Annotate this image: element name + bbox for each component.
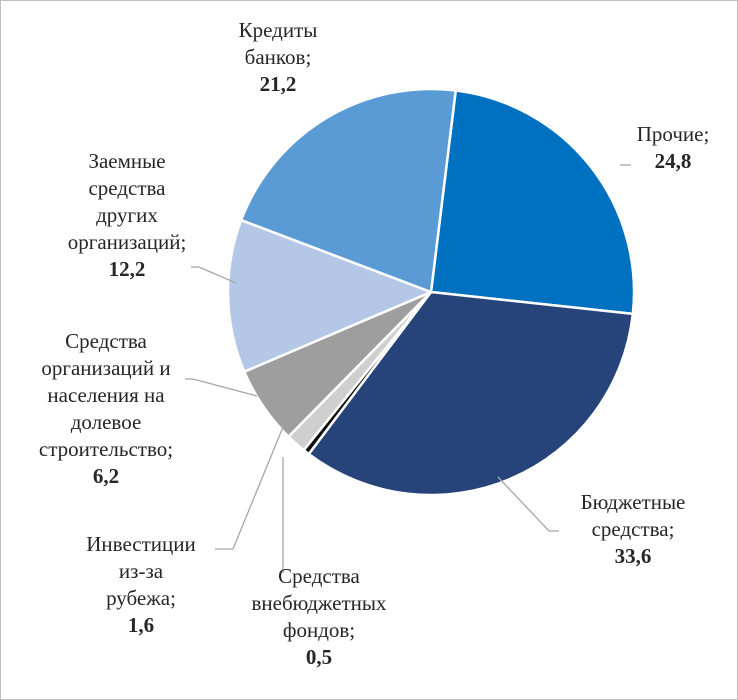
slice-value: 12,2 [109,257,146,281]
slice-value: 21,2 [260,72,297,96]
pie-slice-1 [306,290,635,497]
slice-label-line: Инвестиции [86,532,196,556]
pie-slice-5 [226,218,435,374]
slice-label-line: организаций и [41,356,170,380]
slice-label-line: долевое [71,410,142,434]
slice-label-line: Средства [65,329,147,353]
slice-value: 1,6 [128,613,154,637]
slice-label-0: Прочие; 24,8 [637,122,710,173]
slice-label-line: Средства [278,564,360,588]
leader-line-3 [215,426,284,550]
slice-label-line: строительство; [39,437,173,461]
leader-line-1 [497,476,559,532]
slice-label-6: Кредиты банков; 21,2 [239,18,318,96]
pie-slice-6 [239,87,458,294]
slice-label-line: Заемные [88,149,165,173]
slice-label-line: Прочие; [637,122,710,146]
slice-label-line: Кредиты [239,18,318,42]
leader-line-5 [191,266,237,284]
slice-label-line: банков; [245,45,312,69]
leader-line-4 [185,378,258,397]
pie-slice-0 [429,89,636,316]
slice-label-2: Средства внебюджетных фондов; 0,5 [251,564,387,669]
slice-label-line: фондов; [283,618,355,642]
slice-label-line: Бюджетные [581,490,686,514]
slice-label-5: Заемные средства других организаций; 12,2 [68,149,187,281]
slice-label-1: Бюджетные средства; 33,6 [581,490,686,568]
slice-label-4: Средства организаций и населения на долевое… [39,329,173,488]
slice-label-line: организаций; [68,230,187,254]
slice-value: 6,2 [93,464,119,488]
leader-lines [185,164,631,573]
slice-label-line: из-за [119,559,164,583]
slice-label-line: других [96,203,158,227]
pie-slices [226,87,636,497]
slice-value: 24,8 [655,149,692,173]
slice-label-line: рубежа; [106,586,176,610]
slice-label-line: населения на [47,383,165,407]
slice-label-3: Инвестиции из-за рубежа; 1,6 [86,532,196,637]
slice-label-line: средства [88,176,166,200]
slice-value: 33,6 [615,544,652,568]
slice-label-line: внебюджетных [251,591,387,615]
slice-labels: Прочие; 24,8 Бюджетные средства; 33,6 Средств… [39,18,709,669]
slice-value: 0,5 [306,645,332,669]
slice-label-line: средства; [592,517,675,541]
